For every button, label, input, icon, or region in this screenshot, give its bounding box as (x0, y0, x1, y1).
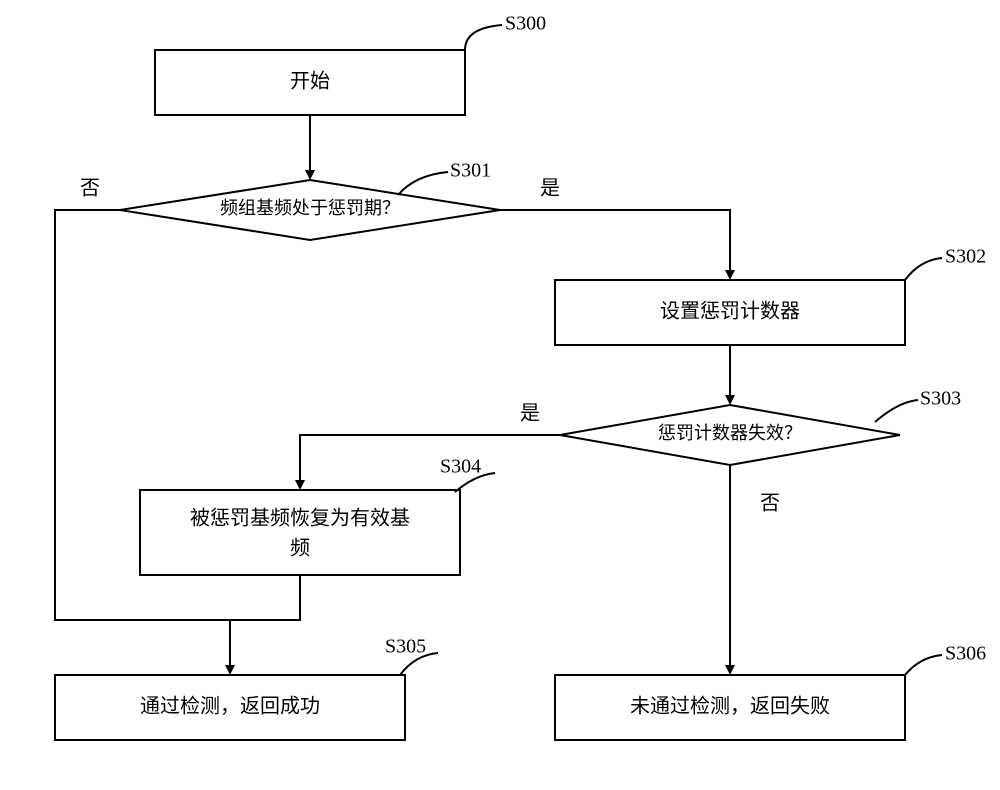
restore-label2: 频 (290, 537, 310, 560)
step-s300: S300 (505, 13, 546, 35)
d2-yes-label: 是 (520, 403, 540, 425)
step-tag-s304: S304 (440, 456, 495, 492)
restore-label1: 被惩罚基频恢复为有效基 (190, 507, 410, 530)
d2-no-label: 否 (760, 493, 780, 515)
step-s301: S301 (450, 160, 491, 182)
step-s305: S305 (385, 636, 426, 658)
d2-label: 惩罚计数器失效？ (658, 423, 802, 443)
step-s306: S306 (945, 643, 986, 665)
step-tag-s303: S303 (875, 388, 961, 422)
d1-no-label: 否 (80, 178, 100, 200)
edge-d1-yes (500, 210, 730, 278)
step-tag-s302: S302 (905, 246, 986, 280)
start-label: 开始 (290, 70, 330, 93)
edge-d2-yes (300, 435, 560, 488)
node-d1: 频组基频处于惩罚期？ (120, 180, 500, 240)
step-s304: S304 (440, 456, 481, 478)
d1-yes-label: 是 (540, 178, 560, 200)
step-s302: S302 (945, 246, 986, 268)
pass-label: 通过检测，返回成功 (140, 695, 320, 718)
fail-label: 未通过检测，返回失败 (630, 695, 830, 718)
step-tag-s305: S305 (385, 636, 438, 675)
step-tag-s301: S301 (398, 160, 491, 195)
step-tag-s306: S306 (905, 643, 986, 675)
d1-label: 频组基频处于惩罚期？ (220, 198, 400, 218)
node-setctr: 设置惩罚计数器 (555, 280, 905, 345)
step-tag-s300: S300 (465, 13, 546, 50)
edge-restore-pass (230, 575, 300, 620)
step-s303: S303 (920, 388, 961, 410)
node-start: 开始 (155, 50, 465, 115)
node-restore: 被惩罚基频恢复为有效基 频 (140, 490, 460, 575)
node-fail: 未通过检测，返回失败 (555, 675, 905, 740)
node-pass: 通过检测，返回成功 (55, 675, 405, 740)
node-d2: 惩罚计数器失效？ (560, 405, 900, 465)
setctr-label: 设置惩罚计数器 (660, 300, 800, 323)
edge-d1-no (55, 210, 230, 673)
